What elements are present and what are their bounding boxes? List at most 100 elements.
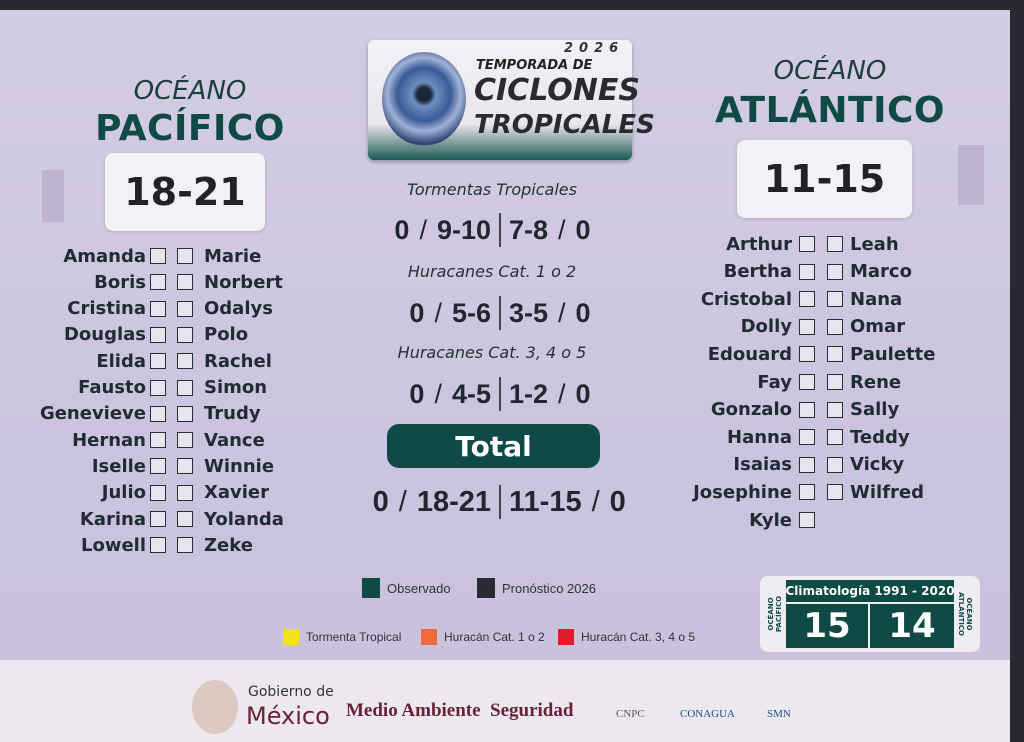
pacific-storm-checkbox[interactable] xyxy=(177,326,193,343)
pacific-storm-checkbox[interactable] xyxy=(150,484,166,501)
pacific-storm-checkbox[interactable] xyxy=(177,511,193,527)
atlantic-name-row: Kyle xyxy=(0,508,1000,532)
atlantic-storm-checkbox[interactable] xyxy=(799,236,815,252)
pacific-storm-name: Douglas xyxy=(63,324,146,346)
pacific-storm-checkbox[interactable] xyxy=(177,353,193,370)
atlantic-storm-name: Marco xyxy=(850,261,912,283)
atlantic-storm-checkbox[interactable] xyxy=(827,236,843,252)
atlantic-storm-name: Cristobal xyxy=(700,288,792,310)
legend-forecast-label: Pronóstico 2026 xyxy=(502,580,596,596)
atlantic-observed: 0 xyxy=(575,214,591,245)
season-year: 2026 xyxy=(564,41,625,56)
atlantic-title: ATLÁNTICO xyxy=(714,90,946,131)
atlantic-storm-name: Fay xyxy=(757,371,792,393)
pacific-storm-checkbox[interactable] xyxy=(177,484,193,501)
atlantic-observed: 0 xyxy=(575,378,591,409)
atlantic-storm-name: Nana xyxy=(850,288,903,310)
atlantic-storm-checkbox[interactable] xyxy=(799,374,815,390)
pacific-storm-checkbox[interactable] xyxy=(150,300,166,317)
atlantic-name-row: Josephine Wilfred xyxy=(0,480,1000,504)
atlantic-storm-checkbox[interactable] xyxy=(799,318,815,335)
pacific-name-row: Fausto Simon xyxy=(0,376,1000,400)
pacific-name-row: Amanda Marie xyxy=(0,244,1000,268)
pacific-storm-checkbox[interactable] xyxy=(177,405,193,422)
atlantic-storm-checkbox[interactable] xyxy=(799,346,815,363)
pacific-storm-checkbox[interactable] xyxy=(177,248,193,264)
pacific-storm-name: Xavier xyxy=(204,482,270,504)
pacific-storm-checkbox[interactable] xyxy=(150,248,166,264)
atlantic-side-decoration xyxy=(958,145,984,205)
center-divider xyxy=(499,485,501,519)
atlantic-forecast-value: 11-15 xyxy=(509,485,582,518)
pacific-storm-name: Odalys xyxy=(204,298,273,320)
pacific-storm-checkbox[interactable] xyxy=(150,274,166,291)
center-divider xyxy=(499,213,501,247)
atlantic-forecast-value: 7-8 xyxy=(509,214,549,245)
atlantic-storm-checkbox[interactable] xyxy=(799,429,815,446)
pacific-storm-name: Winnie xyxy=(204,455,275,477)
conagua-logo: CONAGUA xyxy=(680,708,735,720)
summary-values: 0 / 5-6 3-5 / 0 xyxy=(300,295,700,331)
atlantic-storm-checkbox[interactable] xyxy=(799,291,815,308)
pacific-storm-checkbox[interactable] xyxy=(177,274,193,291)
divider: / xyxy=(434,378,442,409)
legend-tropical-storm-label: Tormenta Tropical xyxy=(306,630,402,644)
divider: / xyxy=(591,485,600,518)
atlantic-storm-checkbox[interactable] xyxy=(827,401,843,418)
atlantic-name-row: Edouard Paulette xyxy=(0,342,1000,366)
pacific-storm-checkbox[interactable] xyxy=(150,458,166,475)
pacific-values: 0 / 18-21 xyxy=(300,486,499,519)
pacific-storm-name: Iselle xyxy=(91,455,146,477)
atlantic-storm-checkbox[interactable] xyxy=(827,374,843,390)
observed-swatch xyxy=(362,578,380,598)
atlantic-storm-checkbox[interactable] xyxy=(827,429,843,446)
pacific-storm-checkbox[interactable] xyxy=(150,353,166,370)
pacific-storm-checkbox[interactable] xyxy=(150,432,166,449)
hurricane-12-swatch xyxy=(421,629,437,645)
pacific-title: PACÍFICO xyxy=(95,108,285,149)
pacific-storm-checkbox[interactable] xyxy=(150,511,166,527)
pacific-storm-checkbox[interactable] xyxy=(150,537,166,554)
pacific-storm-checkbox[interactable] xyxy=(150,326,166,343)
pacific-storm-checkbox[interactable] xyxy=(177,300,193,317)
legend-observed-label: Observado xyxy=(387,580,451,596)
atlantic-storm-checkbox[interactable] xyxy=(827,318,843,335)
divider: / xyxy=(419,214,427,245)
pacific-storm-checkbox[interactable] xyxy=(177,379,193,396)
atlantic-storm-checkbox[interactable] xyxy=(827,484,843,501)
atlantic-storm-name: Leah xyxy=(850,233,899,255)
pacific-observed: 0 xyxy=(372,485,389,518)
atlantic-storm-name: Kyle xyxy=(749,509,792,531)
atlantic-ocean-label: OCÉANO xyxy=(773,56,887,86)
pacific-storm-checkbox[interactable] xyxy=(177,432,193,449)
atlantic-storm-checkbox[interactable] xyxy=(799,456,815,473)
pacific-storm-checkbox[interactable] xyxy=(177,458,193,475)
atlantic-storm-checkbox[interactable] xyxy=(799,263,815,280)
pacific-storm-checkbox[interactable] xyxy=(150,405,166,422)
legend-tropical-storm: Tormenta Tropical xyxy=(283,629,401,645)
title-line2: TROPICALES xyxy=(474,110,655,140)
pacific-name-row: Hernan Vance xyxy=(0,428,1000,452)
pacific-side-decoration xyxy=(42,170,64,222)
seguridad-logo: Seguridad xyxy=(490,700,574,721)
pacific-storm-name: Zeke xyxy=(204,534,253,556)
atlantic-storm-checkbox[interactable] xyxy=(799,401,815,418)
atlantic-storm-checkbox[interactable] xyxy=(827,456,843,473)
pacific-storm-checkbox[interactable] xyxy=(177,537,193,554)
summary-values: 0 / 18-21 11-15 / 0 xyxy=(300,484,700,520)
atlantic-values: 11-15 / 0 xyxy=(501,486,700,519)
atlantic-storm-checkbox[interactable] xyxy=(799,512,815,528)
atlantic-values: 1-2 / 0 xyxy=(501,379,700,410)
pacific-storm-name: Vance xyxy=(204,429,265,451)
tropical-storm-swatch xyxy=(283,629,299,645)
atlantic-storm-checkbox[interactable] xyxy=(827,346,843,363)
pacific-name-row: Julio Xavier xyxy=(0,481,1000,505)
legend-observed: Observado xyxy=(362,578,451,598)
center-divider xyxy=(499,296,501,330)
atlantic-storm-checkbox[interactable] xyxy=(827,263,843,280)
pacific-storm-checkbox[interactable] xyxy=(150,379,166,396)
atlantic-storm-checkbox[interactable] xyxy=(799,484,815,501)
atlantic-storm-checkbox[interactable] xyxy=(827,291,843,308)
atlantic-storm-name: Vicky xyxy=(850,454,905,476)
atlantic-forecast-value: 3-5 xyxy=(509,297,549,328)
